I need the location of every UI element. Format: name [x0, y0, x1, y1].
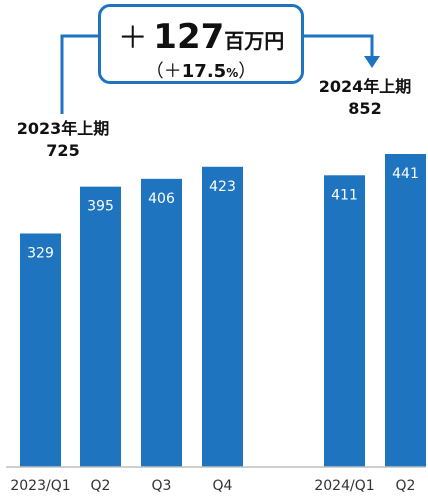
- x-tick-label-4: 2024/Q1: [314, 478, 374, 494]
- increase-callout: ＋ 127百万円 （＋17.5%）: [98, 4, 304, 84]
- percent-close: ）: [238, 61, 257, 82]
- percent-value: 17.5: [181, 61, 227, 82]
- bars-group: [20, 154, 426, 468]
- bar-value-labels: 329 395 406 423 411 441: [27, 166, 419, 261]
- bar-value-label-4: 411: [331, 187, 358, 203]
- percent-unit: %: [226, 66, 239, 80]
- x-tick-label-5: Q2: [396, 478, 416, 494]
- total-2023-value: 725: [46, 141, 80, 160]
- total-2023-h1: 2023年上期 725: [8, 118, 118, 162]
- increase-amount: ＋ 127百万円: [101, 13, 301, 57]
- bar-3: [202, 166, 243, 467]
- total-2024-label: 2024年上期: [318, 77, 412, 96]
- x-tick-labels: 2023/Q1 Q2 Q3 Q4 2024/Q1 Q2: [10, 478, 415, 494]
- bar-value-label-2: 406: [148, 191, 175, 207]
- total-2024-h1: 2024年上期 852: [310, 76, 420, 120]
- total-2024-value: 852: [348, 99, 382, 118]
- x-tick-label-3: Q4: [213, 478, 233, 494]
- increase-percent: （＋17.5%）: [101, 57, 301, 83]
- bar-value-label-0: 329: [27, 245, 54, 261]
- left-connector-line: [60, 34, 98, 114]
- arrow-head-icon: [364, 56, 380, 68]
- bar-value-label-5: 441: [392, 166, 419, 182]
- percent-open: （＋: [145, 61, 182, 82]
- x-tick-label-2: Q3: [152, 478, 172, 494]
- x-tick-label-1: Q2: [91, 478, 111, 494]
- total-2023-label: 2023年上期: [16, 119, 110, 138]
- bar-5: [385, 154, 426, 467]
- x-tick-label-0: 2023/Q1: [10, 478, 70, 494]
- right-connector-line: [304, 34, 374, 58]
- bar-0: [20, 233, 61, 467]
- increase-value: 127: [153, 17, 225, 57]
- callout-connectors: [60, 34, 380, 114]
- bar-1: [80, 186, 121, 467]
- bar-4: [324, 175, 365, 467]
- increase-unit: 百万円: [224, 29, 285, 53]
- bar-value-label-3: 423: [209, 179, 236, 195]
- bar-2: [141, 178, 182, 468]
- bar-value-label-1: 395: [87, 199, 114, 215]
- plus-sign: ＋: [117, 21, 148, 56]
